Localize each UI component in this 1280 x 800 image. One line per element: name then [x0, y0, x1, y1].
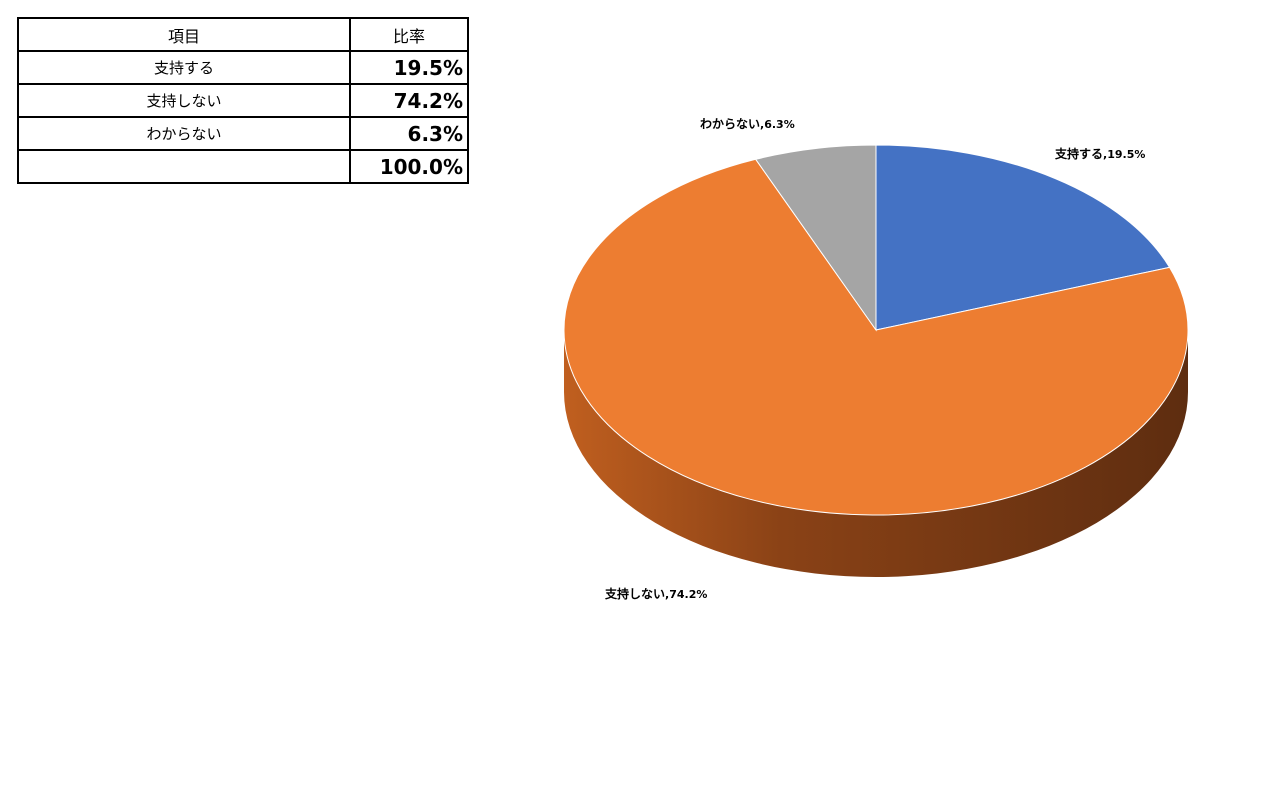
pie-side [564, 330, 1188, 577]
total-cell: 100.0% [349, 149, 469, 184]
cell [17, 149, 351, 184]
data-label: 支持する,19.5% [1054, 146, 1145, 161]
label-separator: , [1103, 148, 1107, 161]
label-separator: , [665, 588, 669, 601]
header-cell: 項目 [17, 17, 351, 52]
pie-slice [875, 144, 1171, 331]
cell: 支持しない [17, 83, 351, 118]
cell: わからない [17, 116, 351, 151]
label-value: 19.5% [1107, 148, 1145, 161]
pie-slice [563, 158, 1189, 516]
label-category: 支持する [1054, 146, 1103, 161]
pie-slice [754, 144, 877, 332]
data-label: わからない,6.3% [700, 117, 795, 131]
data-table: 項目 比率 支持する 19.5% 支持しない 74.2% わからない 6.3% 100.… [17, 17, 469, 184]
label-separator: , [760, 118, 764, 131]
data-label: 支持しない,74.2% [604, 586, 707, 601]
cell: 6.3% [349, 116, 469, 151]
cell: 支持する [17, 50, 351, 85]
label-category: 支持しない [604, 586, 665, 601]
label-value: 6.3% [764, 118, 795, 131]
cell: 19.5% [349, 50, 469, 85]
label-value: 74.2% [669, 588, 707, 601]
cell: 74.2% [349, 83, 469, 118]
label-category: わからない [700, 117, 760, 131]
header-cell: 比率 [349, 17, 469, 52]
